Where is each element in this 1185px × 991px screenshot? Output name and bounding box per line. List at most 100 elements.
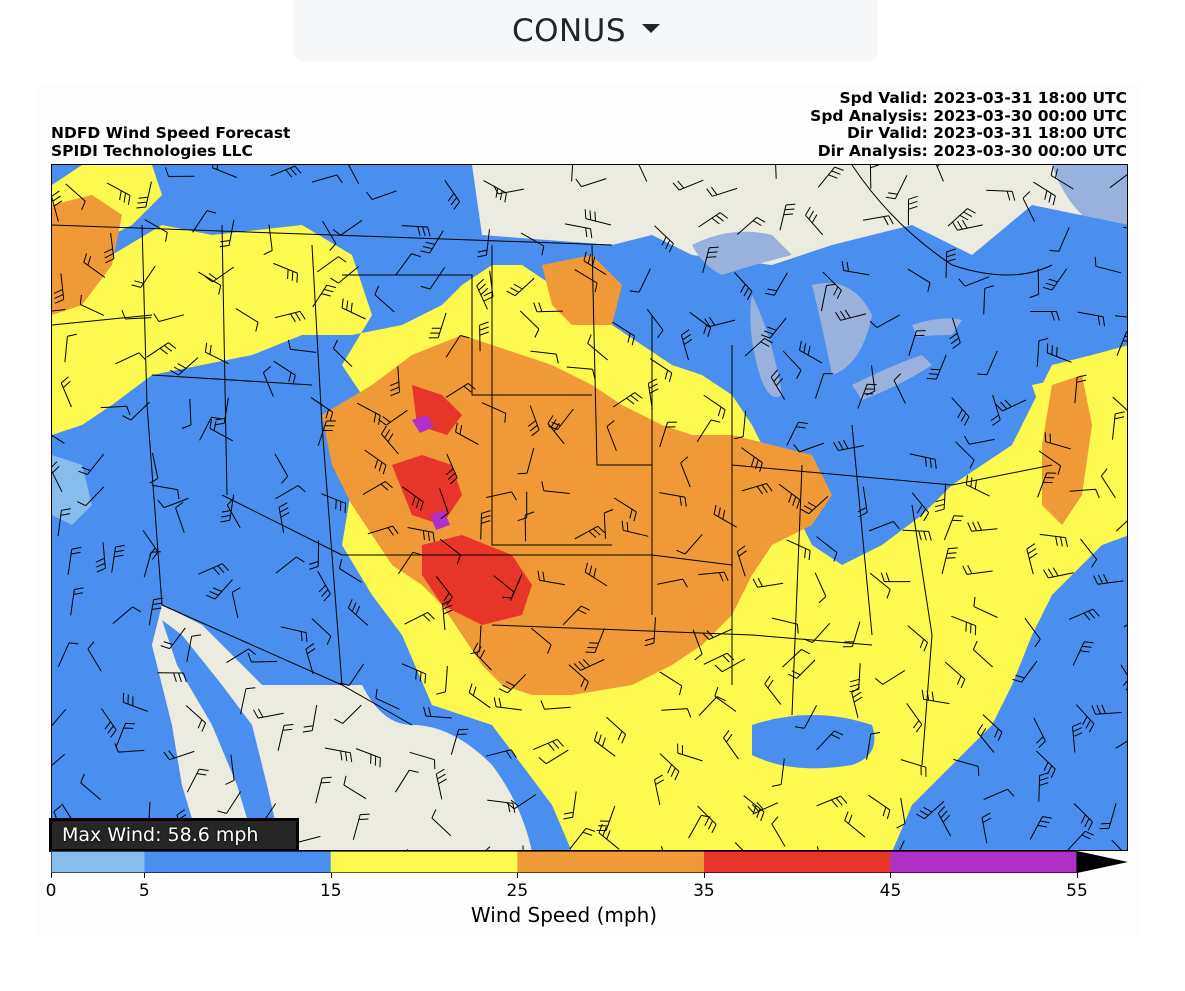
wind-barb [647,378,659,410]
wind-barb [916,801,945,820]
wind-barb [1111,839,1122,850]
wind-barb [841,261,870,276]
wind-barb [982,714,1003,742]
wind-barb [151,484,180,500]
wind-barb [869,314,900,329]
wind-barb [540,700,571,710]
wind-barb [1072,641,1094,666]
wind-barb [262,366,274,397]
wind-barb [219,219,235,248]
wind-barb [445,335,470,358]
wind-barb [278,502,290,533]
wind-barb [317,570,331,602]
wind-barb [52,708,67,727]
wind-barb [343,775,367,800]
wind-barb [76,486,105,507]
wind-barb [324,747,353,763]
wind-barb [122,692,148,712]
region-dropdown[interactable]: CONUS [294,0,878,61]
wind-barb [771,758,785,787]
wind-barb [530,627,552,654]
wind-barb [833,440,864,451]
wind-barb [52,434,65,444]
wind-barb [896,797,906,829]
wind-barb [170,357,199,376]
wind-barb [240,687,256,715]
colorbar-tick-mark [144,873,146,878]
wind-barb [1109,174,1127,189]
wind-barb [657,578,688,588]
wind-barb [274,310,306,323]
wind-barb [431,809,452,837]
colorbar-tick-label: 25 [506,881,529,901]
wind-barb [530,350,559,364]
wind-barb [309,540,320,570]
wind-barb [911,492,930,522]
wind-barb [312,284,337,308]
wind-barb [103,232,115,264]
wind-barb [803,622,831,644]
colorbar-title: Wind Speed (mph) [470,903,658,927]
wind-barb [659,671,683,696]
wind-barb [477,229,490,258]
wind-barb [908,330,926,356]
wind-barb [112,606,141,625]
wind-barb [212,165,237,178]
wind-barb [782,648,811,668]
lake-michigan [750,295,782,397]
wind-zone-35-45-a [392,455,462,525]
wind-barb [100,708,117,738]
wind-barb [779,203,796,231]
wind-barb [1072,722,1083,753]
wind-barb [958,276,990,287]
wind-barb [302,704,318,733]
colorbar-ticks: 0 5 15 25 35 45 55 [46,873,1088,903]
wind-barb [612,392,643,408]
wind-barb [206,579,233,600]
wind-barb [275,556,305,574]
wind-barb [972,640,993,668]
wind-barb [131,265,156,288]
wind-barb [981,812,992,844]
wind-barb [273,360,296,385]
wind-barb [547,415,565,445]
wind-barb [575,178,607,188]
wind-barb [362,481,393,496]
wind-barb [945,248,956,278]
atlantic-ocean-north [1052,165,1127,229]
wind-barb [235,308,259,332]
wind-barb [638,165,648,182]
colorbar-tick-label: 55 [1066,881,1088,901]
wind-barb [100,405,131,416]
wind-barb [844,811,866,838]
wind-barb [519,310,540,338]
wind-barb [481,402,507,423]
lake-huron [812,283,872,375]
wind-barb [951,615,977,636]
wind-barb [334,704,362,724]
wind-barb [502,573,523,599]
wind-barb [52,309,66,312]
wind-barb [1026,543,1038,575]
wind-barb [444,180,461,210]
wind-barb [734,272,753,301]
wind-zone-25-35-pnw [52,195,122,315]
wind-barb [1094,256,1122,274]
wind-barb [407,527,435,542]
wind-barb [192,210,217,233]
wind-barb [564,223,593,239]
wind-barb [907,195,918,226]
wind-barb [198,563,230,576]
wind-barb [322,220,337,252]
colorbar-bin-4 [703,851,891,873]
wind-barb [1115,520,1127,532]
colorbar-tick-label: 35 [693,881,715,901]
wind-barb [764,675,782,705]
wind-barb [816,795,848,808]
wind-barb [1038,450,1062,476]
wind-barb [53,273,65,304]
wind-barb [986,189,1016,201]
region-dropdown-label: CONUS [511,12,627,49]
wind-barb [951,397,970,426]
wind-barb [944,661,966,689]
